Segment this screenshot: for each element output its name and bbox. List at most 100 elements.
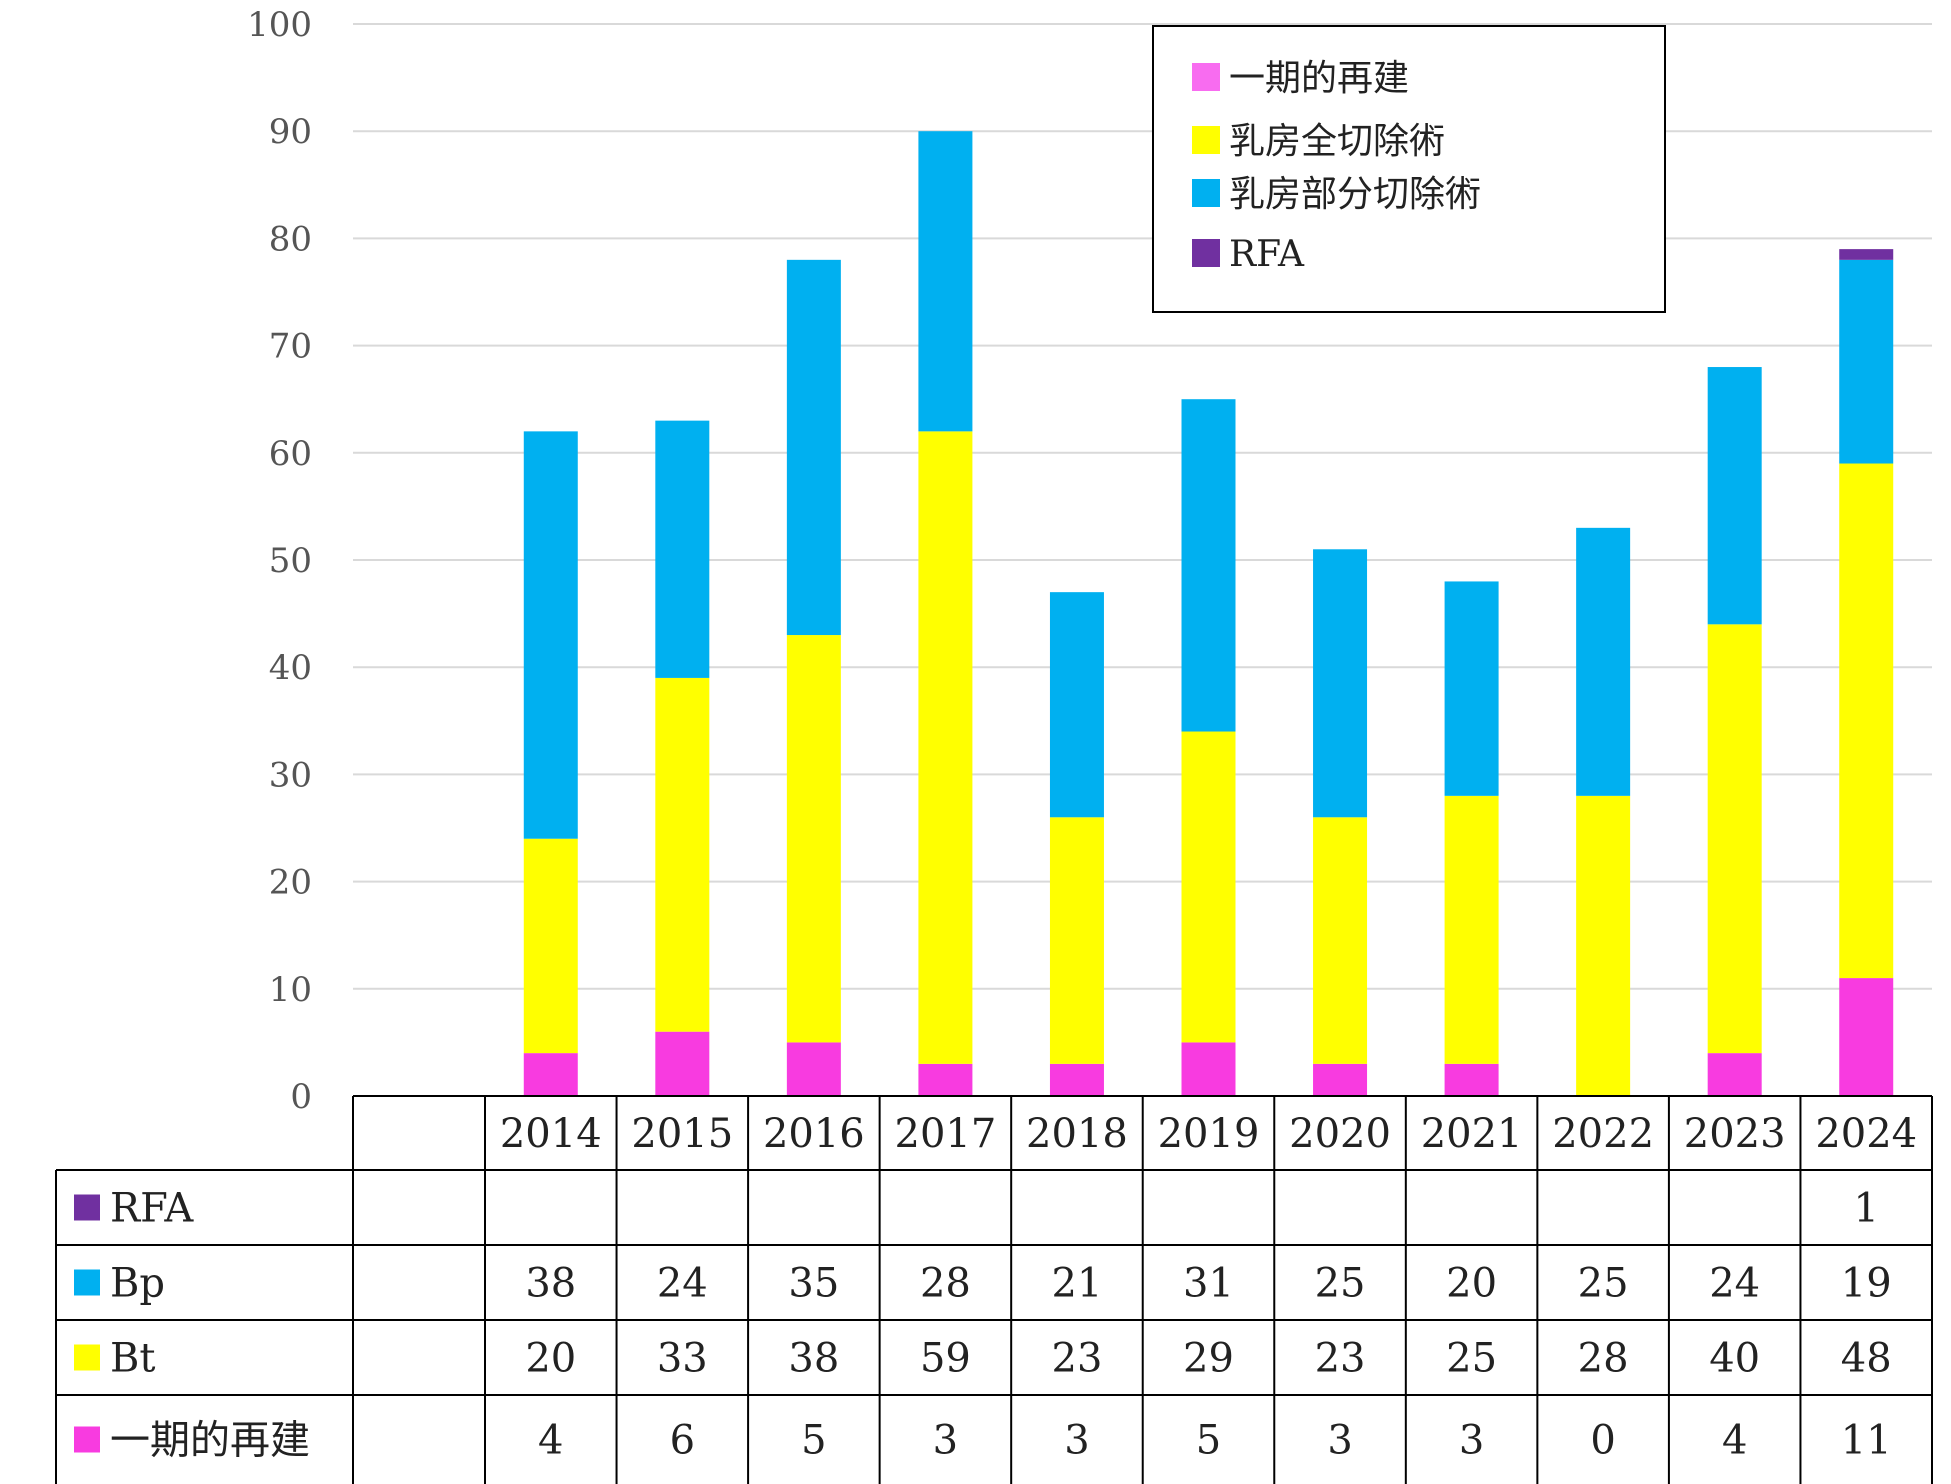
y-tick-label: 100 <box>247 5 312 45</box>
data-label: 35 <box>788 1261 839 1307</box>
bar-segment <box>1576 795 1631 1096</box>
y-tick-label: 50 <box>269 541 312 581</box>
data-label: 25 <box>1315 1261 1366 1307</box>
data-label: 38 <box>525 1261 576 1307</box>
data-label: 29 <box>1183 1336 1234 1382</box>
bar-segment <box>1181 731 1236 1043</box>
data-table: 2014 2015 2016 2017 2018 2019 2020 2021 2022 2023… <box>55 1095 1933 1484</box>
data-label: 40 <box>1709 1336 1760 1382</box>
bar-segment <box>1839 249 1894 260</box>
gridlines <box>353 23 1932 990</box>
table-row-label: 一期的再建 <box>110 1418 310 1464</box>
bar-segment <box>786 259 841 636</box>
table-row-label: Bp <box>110 1261 165 1307</box>
bar-segment <box>1576 527 1631 796</box>
bar-segment <box>1049 1063 1104 1096</box>
bar-segment <box>1181 1042 1236 1096</box>
data-label: 5 <box>1196 1418 1221 1464</box>
bar-segment <box>786 635 841 1043</box>
bar-segment <box>1313 1063 1368 1096</box>
data-label: 4 <box>1722 1418 1747 1464</box>
data-label: 21 <box>1052 1261 1103 1307</box>
legend-swatch <box>1192 63 1220 91</box>
x-tick-label: 2018 <box>1026 1111 1128 1157</box>
data-label: 6 <box>670 1418 695 1464</box>
bar-segment <box>1313 817 1368 1064</box>
data-label: 38 <box>788 1336 839 1382</box>
y-tick-label: 80 <box>269 219 312 259</box>
table-row-swatch <box>74 1344 100 1371</box>
data-label: 19 <box>1841 1261 1892 1307</box>
legend-box <box>1152 25 1666 313</box>
y-tick-label: 20 <box>269 863 312 903</box>
legend-swatch <box>1192 179 1220 207</box>
x-tick-label: 2014 <box>500 1111 602 1157</box>
data-label: 3 <box>1327 1418 1352 1464</box>
data-label: 0 <box>1590 1418 1615 1464</box>
bar-segment <box>1707 1053 1762 1096</box>
y-tick-label: 70 <box>269 327 312 367</box>
legend-swatch <box>1192 239 1220 267</box>
data-label: 59 <box>920 1336 971 1382</box>
bar-segment <box>1181 399 1236 732</box>
bar-segment <box>1313 549 1368 818</box>
data-label: 20 <box>1446 1261 1497 1307</box>
data-label: 33 <box>657 1336 708 1382</box>
legend-label: 乳房部分切除術 <box>1229 174 1481 215</box>
bar-segment <box>523 1053 578 1096</box>
legend-label: RFA <box>1229 234 1305 275</box>
bar-segment <box>1839 978 1894 1096</box>
data-label: 28 <box>920 1261 971 1307</box>
data-label: 25 <box>1446 1336 1497 1382</box>
x-tick-label: 2022 <box>1552 1111 1654 1157</box>
y-tick-label: 90 <box>269 112 312 152</box>
x-tick-label: 2017 <box>895 1111 997 1157</box>
data-label: 24 <box>657 1261 708 1307</box>
data-label: 5 <box>801 1418 826 1464</box>
bar-segment <box>655 1031 710 1096</box>
bar-segment <box>1444 795 1499 1064</box>
data-label: 3 <box>933 1418 958 1464</box>
legend-label: 一期的再建 <box>1229 58 1409 99</box>
x-tick-label: 2024 <box>1815 1111 1917 1157</box>
data-label: 23 <box>1052 1336 1103 1382</box>
y-tick-label: 30 <box>269 755 312 795</box>
table-row-swatch <box>74 1194 100 1221</box>
bar-segment <box>1444 581 1499 796</box>
data-label: 28 <box>1578 1336 1629 1382</box>
data-label: 3 <box>1064 1418 1089 1464</box>
data-label: 48 <box>1841 1336 1892 1382</box>
bar-segment <box>918 131 973 432</box>
bar-segment <box>1839 463 1894 979</box>
bars <box>523 131 1894 1096</box>
bar-segment <box>523 431 578 839</box>
x-tick-label: 2023 <box>1684 1111 1786 1157</box>
table-row-swatch <box>74 1269 100 1296</box>
x-tick-label: 2021 <box>1421 1111 1523 1157</box>
bar-segment <box>1707 624 1762 1054</box>
data-label: 20 <box>525 1336 576 1382</box>
legend-label: 乳房全切除術 <box>1229 121 1445 162</box>
bar-segment <box>918 431 973 1064</box>
y-axis-ticks: 0 10 20 30 40 50 60 70 80 90 100 <box>247 5 312 1117</box>
data-label: 25 <box>1578 1261 1629 1307</box>
bar-segment <box>918 1063 973 1096</box>
x-tick-label: 2016 <box>763 1111 865 1157</box>
data-label: 23 <box>1315 1336 1366 1382</box>
y-tick-label: 10 <box>269 970 312 1010</box>
data-label: 1 <box>1854 1186 1879 1232</box>
bar-segment <box>786 1042 841 1096</box>
y-tick-label: 60 <box>269 434 312 474</box>
table-row-label: RFA <box>110 1186 194 1232</box>
data-label: 11 <box>1841 1418 1892 1464</box>
y-tick-label: 0 <box>290 1077 312 1117</box>
data-label: 24 <box>1709 1261 1760 1307</box>
bar-segment <box>1839 259 1894 464</box>
bar-segment <box>1049 817 1104 1064</box>
table-row-swatch <box>74 1426 100 1453</box>
data-label: 4 <box>538 1418 563 1464</box>
bar-segment <box>1049 592 1104 818</box>
x-tick-label: 2019 <box>1158 1111 1260 1157</box>
y-tick-label: 40 <box>269 648 312 688</box>
